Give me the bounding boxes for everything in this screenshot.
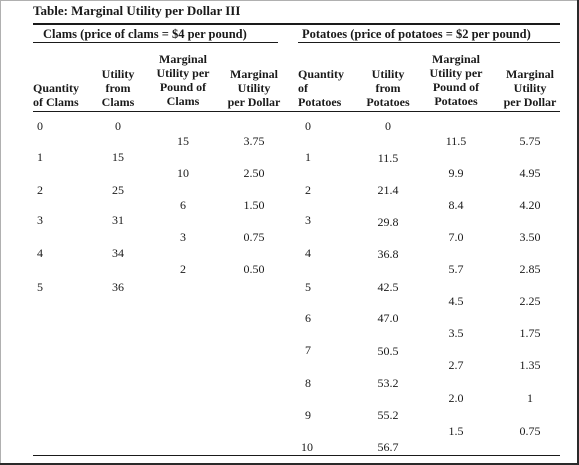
clams-utility-cell: 34 — [112, 246, 124, 260]
potatoes-utility-cell: 47.0 — [377, 311, 399, 325]
potatoes-utility-cell: 55.2 — [377, 408, 399, 422]
potatoes-mu-per-pound-cell: 7.0 — [448, 230, 464, 244]
potatoes-mu-per-dollar-header: Marginal Utility per Dollar — [503, 67, 557, 109]
potatoes-mu-per-dollar-cell: 4.20 — [519, 198, 541, 212]
frame-bottom-edge — [0, 463, 579, 465]
clams-mu-per-pound-cell: 3 — [180, 230, 186, 244]
potatoes-utility-cell: 50.5 — [377, 344, 399, 358]
potatoes-utility-cell: 29.8 — [377, 215, 399, 229]
potatoes-quantity-cell: 7 — [305, 343, 311, 357]
potatoes-quantity-cell: 2 — [305, 183, 311, 197]
potatoes-mu-per-pound-cell: 2.7 — [448, 358, 464, 372]
potatoes-utility-cell: 21.4 — [377, 183, 399, 197]
header-rule — [33, 111, 560, 112]
potatoes-mu-per-pound-cell: 5.7 — [448, 262, 464, 276]
clams-quantity-cell: 3 — [37, 213, 43, 227]
potatoes-mu-per-dollar-cell: 2.85 — [519, 262, 541, 276]
potatoes-utility-header: Utility from Potatoes — [366, 67, 410, 109]
clams-quantity-cell: 1 — [37, 150, 43, 164]
frame-right-edge — [577, 0, 579, 465]
clams-mu-per-dollar-cell: 2.50 — [243, 166, 265, 180]
table-title: Table: Marginal Utility per Dollar III — [33, 3, 241, 18]
clams-utility-cell: 0 — [115, 119, 121, 133]
clams-quantity-cell: 5 — [37, 280, 43, 294]
clams-mu-per-pound-cell: 10 — [177, 166, 189, 180]
clams-quantity-cell: 4 — [37, 246, 43, 260]
potatoes-utility-cell: 0 — [385, 119, 391, 133]
potatoes-group-rule — [298, 42, 560, 43]
potatoes-group-header: Potatoes (price of potatoes = $2 per pou… — [302, 27, 531, 41]
clams-utility-header: Utility from Clams — [101, 67, 135, 109]
potatoes-quantity-header: Quantity of Potatoes — [298, 67, 345, 109]
clams-utility-cell: 15 — [112, 150, 124, 164]
potatoes-quantity-cell: 9 — [305, 408, 311, 422]
clams-quantity-cell: 2 — [37, 183, 43, 197]
bottom-rule — [33, 455, 560, 456]
clams-mu-per-pound-cell: 15 — [177, 134, 189, 148]
potatoes-utility-cell: 11.5 — [377, 151, 399, 165]
clams-mu-per-dollar-cell: 3.75 — [243, 134, 265, 148]
clams-mu-per-dollar-cell: 0.50 — [243, 262, 265, 276]
potatoes-utility-cell: 42.5 — [377, 280, 399, 294]
potatoes-quantity-cell: 8 — [305, 376, 311, 390]
potatoes-utility-cell: 36.8 — [377, 247, 399, 261]
clams-mu-per-pound-cell: 2 — [180, 262, 186, 276]
potatoes-mu-per-pound-cell: 4.5 — [448, 294, 464, 308]
clams-mu-per-dollar-cell: 1.50 — [243, 198, 265, 212]
potatoes-mu-per-pound-cell: 8.4 — [448, 198, 464, 212]
potatoes-mu-per-pound-cell: 9.9 — [448, 166, 464, 180]
potatoes-mu-per-dollar-cell: 3.50 — [519, 230, 541, 244]
potatoes-mu-per-dollar-cell: 4.95 — [519, 166, 541, 180]
clams-utility-cell: 36 — [112, 280, 124, 294]
clams-utility-cell: 25 — [112, 183, 124, 197]
potatoes-mu-per-pound-cell: 3.5 — [448, 326, 464, 340]
potatoes-quantity-cell: 4 — [305, 246, 311, 260]
potatoes-quantity-cell: 0 — [305, 119, 311, 133]
clams-quantity-cell: 0 — [37, 119, 43, 133]
potatoes-mu-per-dollar-cell: 0.75 — [519, 424, 541, 438]
potatoes-mu-per-pound-header: Marginal Utility per Pound of Potatoes — [429, 52, 483, 108]
potatoes-utility-cell: 53.2 — [377, 376, 399, 390]
potatoes-mu-per-dollar-cell: 1 — [527, 391, 533, 405]
potatoes-quantity-cell: 10 — [301, 440, 313, 454]
potatoes-mu-per-pound-cell: 11.5 — [445, 134, 467, 148]
potatoes-mu-per-dollar-cell: 2.25 — [519, 294, 541, 308]
potatoes-mu-per-pound-cell: 1.5 — [448, 424, 464, 438]
clams-mu-per-dollar-cell: 0.75 — [243, 230, 265, 244]
potatoes-mu-per-dollar-cell: 5.75 — [519, 134, 541, 148]
clams-mu-per-dollar-header: Marginal Utility per Dollar — [227, 67, 281, 109]
potatoes-utility-cell: 56.7 — [377, 440, 399, 454]
potatoes-quantity-cell: 5 — [305, 280, 311, 294]
potatoes-mu-per-pound-cell: 2.0 — [448, 391, 464, 405]
clams-quantity-header: Quantity of Clams — [33, 81, 80, 109]
potatoes-mu-per-dollar-cell: 1.75 — [519, 326, 541, 340]
potatoes-quantity-cell: 6 — [305, 311, 311, 325]
clams-mu-per-pound-header: Marginal Utility per Pound of Clams — [156, 52, 210, 108]
clams-mu-per-pound-cell: 6 — [180, 198, 186, 212]
clams-utility-cell: 31 — [112, 213, 124, 227]
title-rule — [33, 23, 560, 25]
clams-group-rule — [33, 42, 278, 43]
potatoes-quantity-cell: 3 — [305, 213, 311, 227]
potatoes-mu-per-dollar-cell: 1.35 — [519, 358, 541, 372]
clams-group-header: Clams (price of clams = $4 per pound) — [43, 27, 247, 41]
potatoes-quantity-cell: 1 — [305, 150, 311, 164]
